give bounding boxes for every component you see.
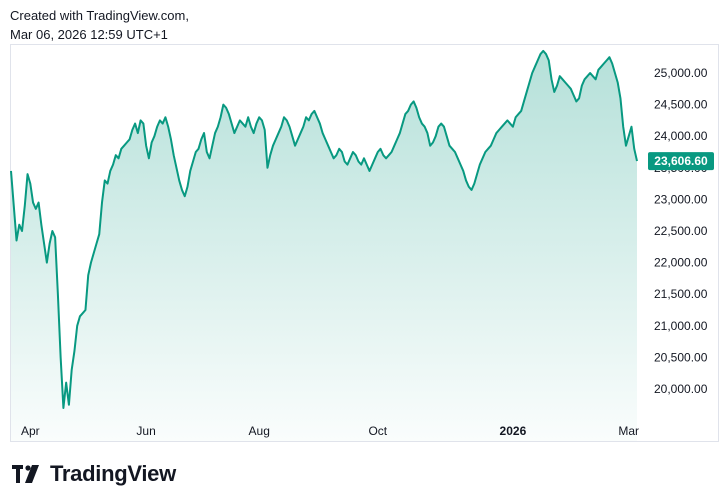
y-tick-label: 20,000.00	[654, 382, 708, 396]
y-tick-label: 24,500.00	[654, 98, 708, 112]
x-tick-label: 2026	[500, 424, 527, 438]
y-tick-label: 23,000.00	[654, 192, 708, 206]
y-tick-label: 22,500.00	[654, 224, 708, 238]
caption-line-1: Created with TradingView.com,	[10, 8, 189, 23]
price-series-line	[10, 49, 638, 409]
y-tick-label: 20,500.00	[654, 350, 708, 364]
tradingview-wordmark: TradingView	[50, 461, 176, 486]
last-price-label: 23,606.60	[654, 154, 708, 168]
tradingview-logo[interactable]: TradingView	[12, 461, 176, 487]
x-tick-label: Aug	[249, 424, 270, 438]
x-tick-label: Oct	[368, 424, 387, 438]
y-tick-label: 21,000.00	[654, 319, 708, 333]
y-tick-label: 24,000.00	[654, 129, 708, 143]
x-tick-label: Jun	[136, 424, 155, 438]
x-tick-label: Mar	[618, 424, 639, 438]
price-area-fill	[11, 50, 637, 441]
tradingview-logo-icon	[12, 465, 39, 483]
chart-caption: Created with TradingView.com, Mar 06, 20…	[10, 6, 189, 44]
y-tick-label: 22,000.00	[654, 256, 708, 270]
caption-line-2: Mar 06, 2026 12:59 UTC+1	[10, 27, 168, 42]
y-tick-label: 21,500.00	[654, 287, 708, 301]
x-tick-label: Apr	[21, 424, 40, 438]
last-price-tag	[648, 152, 714, 171]
y-tick-label: 25,000.00	[654, 66, 708, 80]
